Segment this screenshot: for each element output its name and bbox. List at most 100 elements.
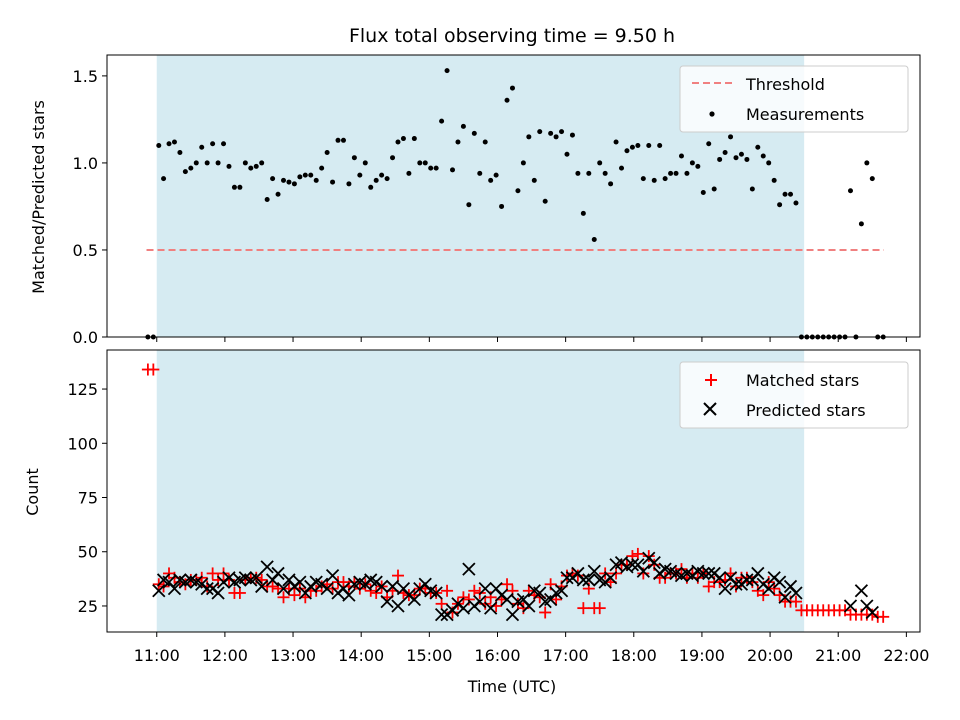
measurement-point <box>156 143 162 149</box>
measurement-point <box>586 170 592 176</box>
matched-star-marker <box>288 589 301 602</box>
matched-star-marker <box>266 580 279 593</box>
legend-measurements-swatch <box>709 111 715 117</box>
measurement-point <box>673 170 679 176</box>
top-axes-frame <box>106 54 921 338</box>
measurement-point <box>738 151 744 157</box>
predicted-star-marker <box>434 608 449 622</box>
measurement-point <box>390 155 396 161</box>
measurement-point <box>281 177 287 183</box>
measurement-point <box>368 184 374 190</box>
top-y-tick-label: 1.5 <box>73 67 98 86</box>
measurement-point <box>722 149 728 155</box>
predicted-star-marker <box>603 571 618 585</box>
bottom-x-tick-label: 18:00 <box>611 646 657 665</box>
measurement-point <box>433 165 439 171</box>
matched-star-marker <box>147 363 160 376</box>
x-axis-label: Time (UTC) <box>467 677 556 696</box>
measurement-point <box>619 165 625 171</box>
measurement-point <box>248 165 254 171</box>
measurement-point <box>531 177 537 183</box>
predicted-star-marker <box>713 571 727 585</box>
matched-star-marker <box>539 606 552 619</box>
measurement-point <box>760 153 766 159</box>
predicted-star-marker <box>271 566 285 581</box>
measurement-point <box>602 170 608 176</box>
measurement-point <box>373 177 379 183</box>
measurement-point <box>291 181 297 187</box>
top-y-tick-label: 0.5 <box>73 241 98 260</box>
predicted-star-marker <box>751 566 765 581</box>
measurement-point <box>466 202 472 208</box>
bottom-x-tick-label: 22:00 <box>883 646 929 665</box>
measurement-point <box>728 134 734 140</box>
measurement-point <box>771 177 777 183</box>
measurement-point <box>629 144 635 150</box>
measurement-point <box>362 160 368 166</box>
measurement-point <box>417 160 423 166</box>
measurement-point <box>553 134 559 140</box>
measurement-point <box>193 160 199 166</box>
measurement-point <box>177 149 183 155</box>
legend-predicted-label: Predicted stars <box>746 401 866 420</box>
measurement-point <box>237 184 243 190</box>
measurement-point <box>575 170 581 176</box>
predicted-star-marker <box>522 599 536 613</box>
predicted-star-marker <box>718 581 732 596</box>
panel-counts: 25 50 75 100 125 11:00 12:00 13:00 14:00 15:00 16:… <box>23 349 929 696</box>
measurement-point <box>182 169 188 175</box>
measurement-point <box>706 141 712 147</box>
bottom-x-tick-label: 17:00 <box>543 646 589 665</box>
measurement-point <box>711 186 717 192</box>
measurement-point <box>635 143 641 149</box>
predicted-star-marker <box>255 579 269 594</box>
measurement-point <box>226 163 232 169</box>
measurement-point <box>286 179 292 185</box>
measurement-point <box>400 136 406 142</box>
predicted-star-marker <box>293 575 307 589</box>
predicted-star-marker <box>276 581 291 596</box>
predicted-star-marker <box>854 584 869 598</box>
measurement-point <box>793 200 799 206</box>
matched-star-marker <box>468 584 481 597</box>
measurement-point <box>199 144 205 150</box>
predicted-star-marker <box>587 564 601 578</box>
predicted-star-marker <box>582 573 596 587</box>
measurement-point <box>548 130 554 136</box>
predicted-star-marker <box>500 592 514 607</box>
measurement-point <box>504 97 510 103</box>
measurement-point <box>188 165 194 171</box>
predicted-star-marker <box>260 560 274 574</box>
predicted-star-marker <box>380 594 394 609</box>
bottom-series-1 <box>152 551 879 622</box>
measurement-point <box>275 191 281 197</box>
measurement-point <box>542 198 548 204</box>
measurement-point <box>744 156 750 162</box>
predicted-star-marker <box>576 573 590 587</box>
measurement-point <box>384 176 390 182</box>
measurement-point <box>488 177 494 183</box>
measurement-point <box>335 137 341 143</box>
measurement-point <box>858 221 864 227</box>
measurement-point <box>646 143 652 149</box>
measurement-point <box>242 160 248 166</box>
measurement-point <box>395 139 401 145</box>
measurement-point <box>302 172 308 178</box>
measurement-point <box>640 176 646 182</box>
measurement-point <box>777 202 783 208</box>
matched-star-marker <box>239 573 252 586</box>
legend-predicted-swatch <box>703 402 717 416</box>
measurement-point <box>161 176 167 182</box>
predicted-star-marker <box>696 566 710 581</box>
bottom-y-tick-label: 75 <box>78 489 98 508</box>
legend-matched-swatch <box>705 374 717 386</box>
measurement-point <box>651 177 657 183</box>
predicted-star-marker <box>560 571 574 585</box>
measurement-point <box>406 170 412 176</box>
matched-star-marker <box>789 595 802 608</box>
top-legend: Threshold Measurements <box>679 65 909 133</box>
legend-measurements-label: Measurements <box>746 105 864 124</box>
measurement-point <box>297 174 303 180</box>
measurement-point <box>204 160 210 166</box>
measurement-point <box>477 170 483 176</box>
